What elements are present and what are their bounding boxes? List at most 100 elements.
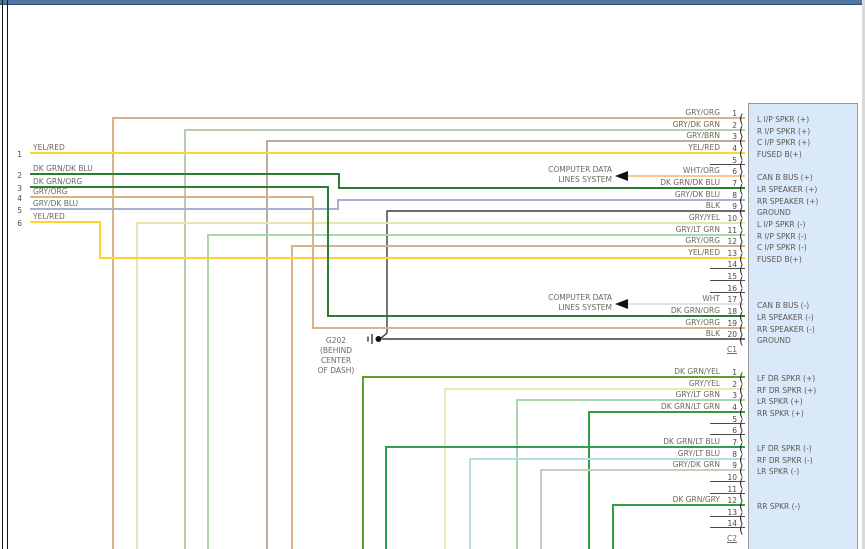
empty-pin-stub xyxy=(710,527,745,529)
pin-cavity-bracket: ( xyxy=(739,170,744,184)
c2-pin4-dk-grn-lt-grn xyxy=(588,411,745,549)
c2-pin1-dk-grn-yel xyxy=(362,376,745,549)
pin-wire-color-label: GRY/LT GRN xyxy=(675,390,720,399)
computer-data-callout: COMPUTER DATA LINES SYSTEM xyxy=(548,165,612,184)
pin-number: 6 xyxy=(732,426,737,435)
left-arrow-icon xyxy=(615,171,628,181)
pin-number: 15 xyxy=(727,272,737,281)
pin-number: 20 xyxy=(727,330,737,339)
pin-cavity-bracket: ( xyxy=(739,488,744,502)
pin-cavity-bracket: ( xyxy=(739,511,744,525)
computer-data-callout: COMPUTER DATA LINES SYSTEM xyxy=(548,293,612,312)
pin-number: 5 xyxy=(732,156,737,165)
pin-wire-color-label: WHT/ORG xyxy=(682,166,720,175)
window-top-edge xyxy=(0,0,865,5)
pin-number: 3 xyxy=(732,391,737,400)
pin-function-label: LR SPEAKER (+) xyxy=(757,185,818,194)
pin-cavity-bracket: ( xyxy=(739,499,744,513)
pin-number: 5 xyxy=(732,415,737,424)
c1-pin7-dk-grn-dk-blu xyxy=(30,173,745,189)
pin-number: 7 xyxy=(732,179,737,188)
connector-name-label: C1 xyxy=(726,345,737,354)
pin-wire-color-label: GRY/ORG xyxy=(685,108,720,117)
pin-cavity-bracket: ( xyxy=(739,124,744,138)
pin-number: 14 xyxy=(727,260,737,269)
pin-number: 9 xyxy=(732,202,737,211)
pin-wire-color-label: GRY/YEL xyxy=(688,213,720,222)
pin-wire-color-label: WHT xyxy=(702,294,720,303)
c2-pin9-gry-dk-grn xyxy=(540,469,745,549)
pin-function-label: RR SPKR (-) xyxy=(757,502,801,511)
pin-number: 19 xyxy=(727,319,737,328)
pin-cavity-bracket: ( xyxy=(739,194,744,208)
left-wire-number: 3 xyxy=(17,184,22,193)
pin-function-label: FUSED B(+) xyxy=(757,255,802,264)
c2-pin8-gry-lt-blu xyxy=(469,458,745,549)
pin-number: 1 xyxy=(732,109,737,118)
pin-number: 3 xyxy=(732,132,737,141)
pin-wire-color-label: YEL/RED xyxy=(688,143,720,152)
pin-number: 18 xyxy=(727,307,737,316)
c2-pin7-dk-grn-lt-blu xyxy=(385,446,745,549)
pin-wire-color-label: GRY/ORG xyxy=(685,236,720,245)
left-arrow-icon xyxy=(615,299,628,309)
empty-pin-stub xyxy=(710,292,745,294)
left-wire-color-label: YEL/RED xyxy=(33,143,65,152)
pin-cavity-bracket: ( xyxy=(739,240,744,254)
pin-number: 4 xyxy=(732,144,737,153)
page-border-left-inner xyxy=(7,0,8,549)
c1-pin18-dk-grn-org xyxy=(30,186,745,317)
pin-function-label: C I/P SPKR (-) xyxy=(757,243,807,252)
pin-cavity-bracket: ( xyxy=(739,333,744,347)
pin-cavity-bracket: ( xyxy=(739,182,744,196)
pin-function-label: R I/P SPKR (+) xyxy=(757,127,811,136)
pin-cavity-bracket: ( xyxy=(739,322,744,336)
pin-function-label: GROUND xyxy=(757,336,791,345)
pin-number: 6 xyxy=(732,167,737,176)
left-wire-number: 6 xyxy=(17,219,22,228)
pin-function-label: L I/P SPKR (+) xyxy=(757,115,810,124)
pin-function-label: RF DR SPKR (-) xyxy=(757,456,813,465)
pin-wire-color-label: DK GRN/LT GRN xyxy=(661,402,720,411)
c1-pin9-blk xyxy=(379,210,745,340)
left-wire-number: 1 xyxy=(17,150,22,159)
empty-pin-stub xyxy=(710,481,745,483)
pin-wire-color-label: DK GRN/ORG xyxy=(670,306,720,315)
pin-cavity-bracket: ( xyxy=(739,147,744,161)
pin-function-label: CAN B BUS (+) xyxy=(757,173,813,182)
pin-cavity-bracket: ( xyxy=(739,275,744,289)
left-wire-color-label: GRY/ORG xyxy=(33,187,68,196)
pin-cavity-bracket: ( xyxy=(739,383,744,397)
pin-function-label: LF DR SPKR (-) xyxy=(757,444,812,453)
pin-cavity-bracket: ( xyxy=(739,217,744,231)
pin-wire-color-label: GRY/LT BLU xyxy=(677,449,720,458)
c1-pin10-gry-yel xyxy=(136,222,745,549)
pin-wire-color-label: GRY/BRN xyxy=(686,131,720,140)
pin-cavity-bracket: ( xyxy=(739,263,744,277)
pin-number: 9 xyxy=(732,461,737,470)
pin-wire-color-label: GRY/ORG xyxy=(685,318,720,327)
pin-function-label: LR SPEAKER (-) xyxy=(757,313,814,322)
pin-number: 13 xyxy=(727,508,737,517)
left-wire-color-label: DK GRN/DK BLU xyxy=(33,164,93,173)
pin-function-label: RR SPEAKER (-) xyxy=(757,325,815,334)
left-wire-number: 4 xyxy=(17,194,22,203)
pin-wire-color-label: DK GRN/GRY xyxy=(672,495,720,504)
pin-function-label: FUSED B(+) xyxy=(757,150,802,159)
left-wire-color-label: GRY/DK BLU xyxy=(33,199,79,208)
pin-number: 2 xyxy=(732,380,737,389)
pin-wire-color-label: YEL/RED xyxy=(688,248,720,257)
pin-wire-color-label: BLK xyxy=(705,201,720,210)
pin-function-label: LR SPKR (-) xyxy=(757,467,800,476)
empty-pin-stub xyxy=(710,268,745,270)
c1-pin2-gry-dk-grn xyxy=(184,129,745,549)
pin-wire-color-label: GRY/DK BLU xyxy=(674,190,720,199)
left-wire-color-label: YEL/RED xyxy=(33,212,65,221)
empty-pin-stub xyxy=(710,164,745,166)
pin-number: 14 xyxy=(727,519,737,528)
pin-cavity-bracket: ( xyxy=(739,371,744,385)
c1-pin3-gry-brn xyxy=(266,140,745,549)
pin-number: 17 xyxy=(727,295,737,304)
ground-g202-label: G202 (BEHIND CENTER OF DASH) xyxy=(317,336,355,375)
